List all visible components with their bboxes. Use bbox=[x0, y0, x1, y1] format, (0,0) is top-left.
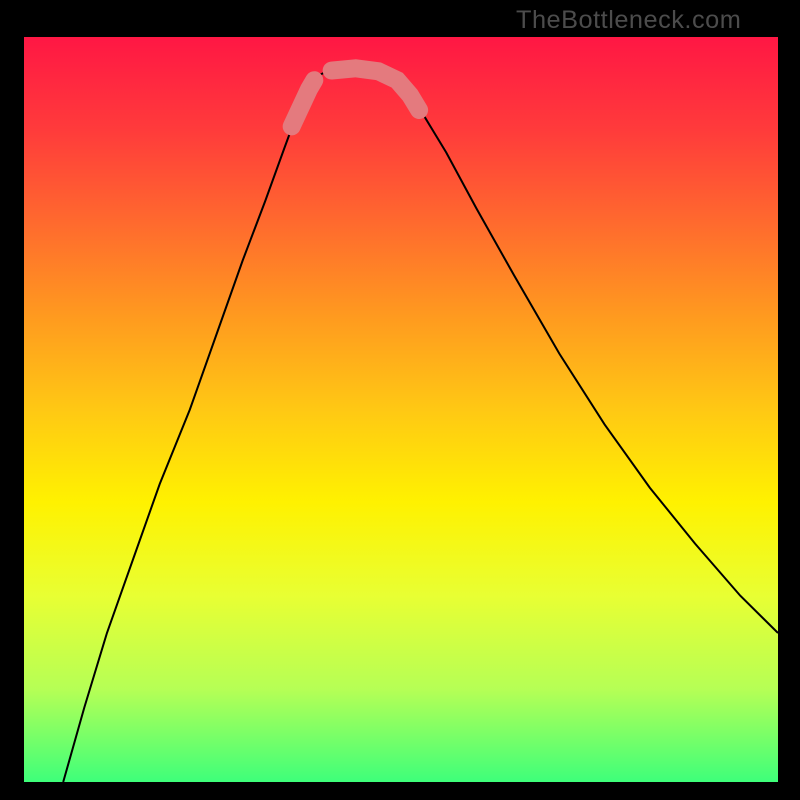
attribution-label: TheBottleneck.com bbox=[516, 6, 741, 35]
gradient-plot-area bbox=[24, 37, 778, 782]
chart-container: TheBottleneck.com bbox=[0, 0, 800, 800]
